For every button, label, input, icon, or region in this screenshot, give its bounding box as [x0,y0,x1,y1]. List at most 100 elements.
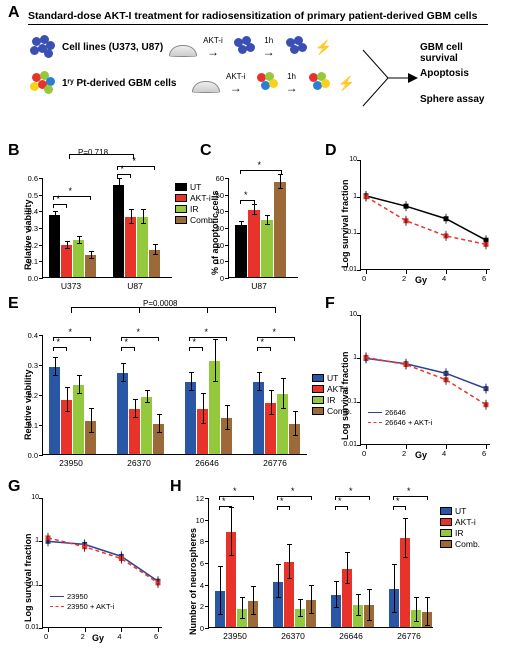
errorcap [281,378,286,379]
errorcap [293,411,298,412]
sig-bracket [240,170,281,171]
errorcap [77,243,82,244]
label-H: H [170,478,182,496]
legend-swatch [175,205,187,213]
ytick-label: 0 [200,624,209,633]
legend-swatch [312,396,324,404]
errorcap [145,390,150,391]
errorcap [65,241,70,242]
errorbar [135,400,136,418]
legend-swatch [440,529,452,537]
sig-star: * [137,327,141,337]
legend-swatch [312,407,324,415]
errorcap [218,614,223,615]
errorbar [203,394,204,424]
bar [261,220,273,277]
label-B: B [8,142,20,160]
ytick-label: 2 [200,602,209,611]
errorcap [269,414,274,415]
errorcap [403,557,408,558]
panel-A-row1: Cell lines (U373, U87) AKT-i→ 1h→ ⚡ [28,35,488,59]
errorbar [227,406,228,430]
errorcap [53,218,58,219]
errorcap [153,254,158,255]
label-A: A [8,4,20,22]
sig-bracket [335,506,347,507]
errorcap [218,566,223,567]
errorcap [65,248,70,249]
akti-arrow-icon: AKT-i→ [203,36,223,59]
panel-A: Standard-dose AKT-I treatment for radios… [28,10,488,95]
sig-star: * [273,327,277,337]
ytick-label: 0.5 [28,191,43,200]
errorcap [117,191,122,192]
chart-C: 0102030405060U87** [228,178,298,278]
errorcap [153,244,158,245]
sig-star: * [396,496,400,506]
errorbar [191,373,192,391]
cell-cluster-icon [229,35,257,59]
akti-arrow-icon: AKT-i→ [226,72,246,95]
ylab-H: Number of neurospheres [188,528,198,635]
errorcap [65,411,70,412]
errorcap [257,390,262,391]
legend-swatch [312,374,324,382]
bar [73,385,84,454]
bar [61,245,72,277]
ytick-label: 0.4 [28,331,43,340]
bar [141,397,152,454]
row1-label: Cell lines (U373, U87) [62,42,163,53]
sig-star: * [69,327,73,337]
errorcap [89,408,94,409]
errorcap [53,357,58,358]
bar [73,240,84,277]
errorbar [91,409,92,433]
row2-label: 1ʳʸ Pt-derived GBM cells [62,78,186,89]
errorcap [213,381,218,382]
sig-bracket [121,347,134,348]
errorcap [367,620,372,621]
errorbar [311,586,312,614]
errorbar [231,508,232,556]
errorcap [298,616,303,617]
errorcap [157,414,162,415]
errorcap [157,432,162,433]
outcome-1: GBM cell survival [420,42,488,64]
sig-star: * [349,486,353,496]
sig-star: * [125,337,129,347]
errorcap [356,594,361,595]
ytick-label: 6 [200,559,209,568]
errorcap [276,564,281,565]
outcome-3: Sphere assay [420,94,485,105]
ytick-label: 12 [196,494,209,503]
xlab-D: Gy [415,275,427,285]
ytick-label: 0 [220,274,229,283]
sig-bracket [117,174,130,175]
errorcap [145,402,150,403]
errorcap [345,552,350,553]
sig-bracket [53,347,66,348]
errorcap [293,435,298,436]
chart-E: 0.00.10.20.30.423950263702664626776*****… [42,335,307,455]
errorbar [242,598,243,620]
errorcap [77,236,82,237]
errorbar [123,364,124,382]
bar [117,373,128,454]
sig-star: * [193,337,197,347]
errorcap [334,607,339,608]
errorbar [259,373,260,391]
sig-bracket [335,496,369,497]
sig-star: * [233,486,237,496]
errorcap [201,423,206,424]
errorbar [427,598,428,626]
sig-star: * [407,486,411,496]
errorcap [392,612,397,613]
ytick-label: 0.6 [28,174,43,183]
xtick-label: 26646 [329,631,373,641]
errorbar [300,600,301,617]
xtick-label: U87 [233,281,285,291]
ylab-B: Relative viability [23,199,33,270]
bar [248,210,260,277]
errorbar [416,598,417,622]
errorcap [251,586,256,587]
